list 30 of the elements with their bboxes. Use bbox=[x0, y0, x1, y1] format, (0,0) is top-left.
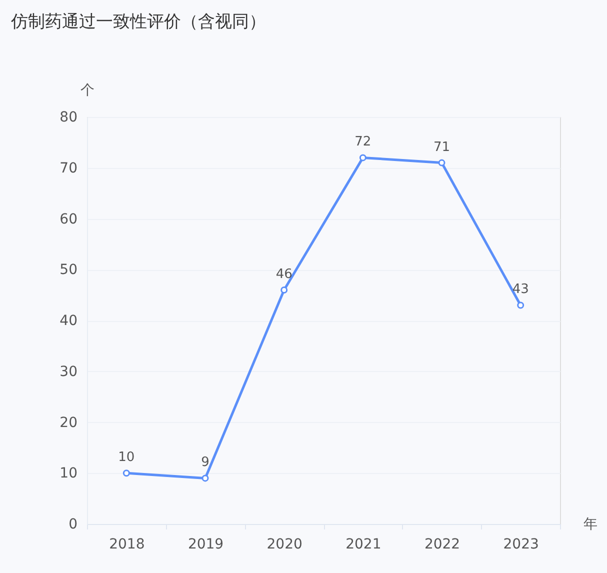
y-tick-label: 80 bbox=[60, 110, 78, 126]
data-label: 72 bbox=[354, 134, 372, 150]
y-tick-label: 70 bbox=[60, 160, 78, 176]
point bbox=[359, 154, 366, 162]
y-tick-label: 20 bbox=[60, 414, 78, 431]
data-label: 46 bbox=[276, 266, 292, 282]
y-tick-label: 50 bbox=[60, 262, 78, 278]
y-tick-label: 30 bbox=[60, 364, 78, 380]
x-tick-label: 2021 bbox=[346, 536, 382, 552]
y-tick-label: 0 bbox=[68, 516, 78, 532]
x-axis-title: 年 bbox=[584, 516, 598, 532]
point bbox=[438, 159, 446, 166]
x-tick-label: 2020 bbox=[266, 536, 302, 552]
y-axis-title: 个 bbox=[80, 82, 94, 98]
x-tick-label: 2018 bbox=[109, 536, 145, 552]
x-tick-label: 2022 bbox=[424, 536, 460, 552]
point bbox=[122, 470, 130, 477]
chart-title: 仿制药通过一致性评价（含视同） bbox=[10, 12, 266, 32]
point bbox=[202, 474, 209, 482]
data-label: 9 bbox=[201, 455, 210, 470]
y-tick-label: 40 bbox=[60, 313, 78, 329]
point bbox=[280, 286, 288, 294]
data-label: 43 bbox=[512, 282, 529, 298]
y-tick-label: 10 bbox=[60, 466, 78, 482]
y-tick-label: 60 bbox=[60, 211, 78, 228]
x-tick-label: 2023 bbox=[503, 536, 539, 552]
x-tick-label: 2019 bbox=[188, 536, 224, 552]
point bbox=[517, 302, 524, 309]
data-label: 10 bbox=[118, 450, 135, 466]
data-label: 71 bbox=[433, 140, 450, 155]
